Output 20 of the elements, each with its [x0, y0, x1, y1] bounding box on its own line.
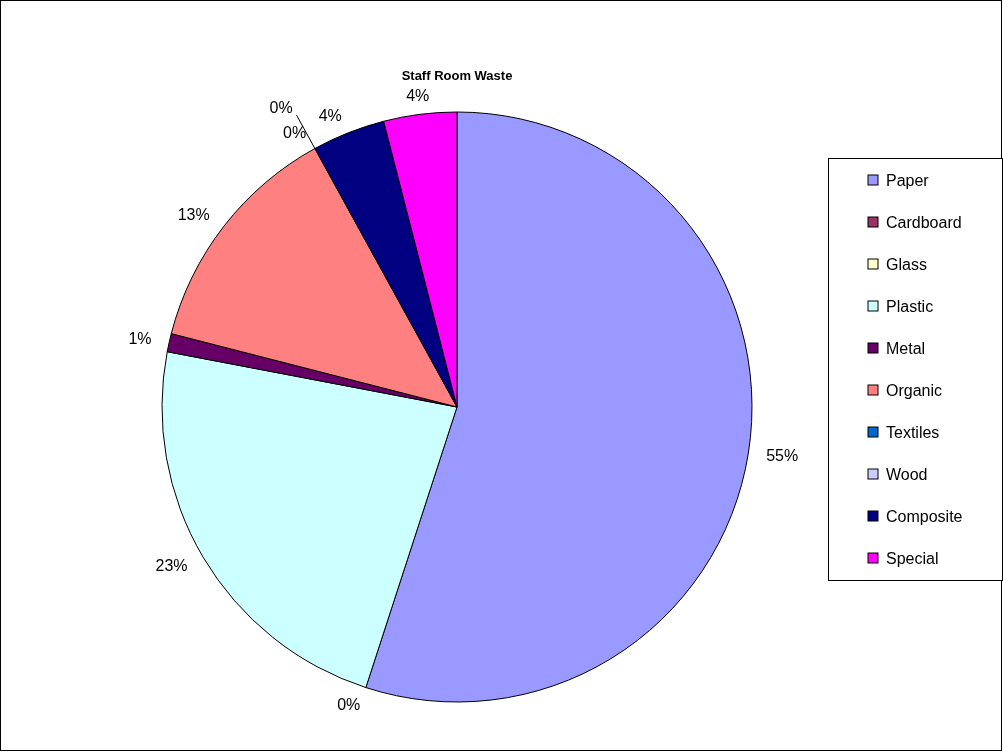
legend-label: Textiles [886, 424, 940, 441]
legend-label: Metal [886, 340, 926, 357]
legend-label: Special [886, 550, 939, 567]
text: 0% [283, 123, 307, 141]
legend-label: Organic [886, 382, 943, 399]
data-label: 13% [177, 206, 210, 224]
data-label: 4% [318, 106, 342, 124]
legend-label: Wood [886, 466, 928, 483]
text: 0% [337, 695, 361, 713]
legend-label: Glass [886, 256, 927, 273]
chart-title: Staff Room Waste [401, 68, 513, 83]
legend-label: Plastic [886, 298, 934, 315]
data-label: 1% [128, 329, 152, 347]
data-label: 23% [155, 557, 188, 575]
data-label: 55% [766, 446, 799, 464]
data-label: 4% [406, 87, 430, 105]
text: 0% [269, 99, 293, 117]
legend-label: Composite [886, 508, 963, 525]
legend-label: Paper [886, 172, 930, 189]
legend-label: Cardboard [886, 214, 962, 231]
